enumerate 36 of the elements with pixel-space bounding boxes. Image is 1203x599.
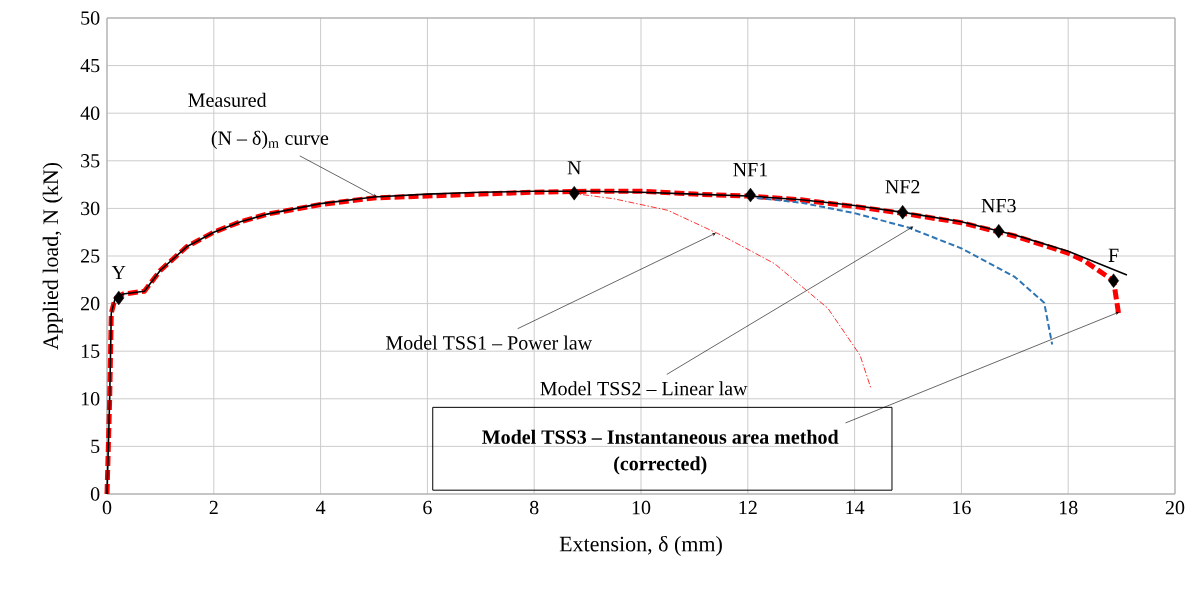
y-tick-label: 20 bbox=[81, 296, 100, 311]
annotation: NF3 bbox=[981, 198, 1016, 213]
x-axis-title: Extension, δ (mm) bbox=[559, 535, 722, 556]
annotation: (N – δ)$_{m}$ curve bbox=[211, 130, 329, 149]
y-tick-label: 40 bbox=[80, 106, 100, 120]
x-tick-label: 8 bbox=[529, 500, 539, 515]
annotation: N bbox=[567, 161, 582, 175]
annotation: F bbox=[1108, 248, 1119, 262]
annotation: (corrected) bbox=[614, 456, 707, 475]
x-tick-label: 14 bbox=[846, 500, 865, 515]
x-tick-label: 18 bbox=[1059, 500, 1078, 515]
x-tick-label: 0 bbox=[102, 500, 112, 515]
x-tick-label: 10 bbox=[632, 500, 651, 515]
y-tick-label: 45 bbox=[80, 58, 100, 73]
annotation: Measured bbox=[188, 92, 267, 107]
x-tick-label: 20 bbox=[1165, 500, 1185, 515]
y-tick-label: 35 bbox=[81, 154, 100, 168]
annotation: NF1 bbox=[733, 162, 768, 177]
y-tick-label: 0 bbox=[90, 487, 100, 501]
x-tick-label: 4 bbox=[316, 500, 326, 515]
y-tick-label: 25 bbox=[81, 249, 100, 263]
annotation: Model TSS3 – Instantaneous area method bbox=[482, 429, 839, 444]
y-tick-label: 50 bbox=[81, 11, 100, 25]
annotation: NF2 bbox=[885, 180, 920, 194]
y-tick-label: 15 bbox=[81, 344, 100, 358]
x-tick-label: 6 bbox=[423, 500, 432, 515]
annotation: Model TSS2 – Linear law bbox=[540, 381, 748, 396]
y-axis-title: Applied load, N (kN) bbox=[42, 162, 63, 350]
annotation: Model TSS1 – Power law bbox=[386, 335, 593, 350]
x-tick-label: 2 bbox=[209, 500, 218, 515]
annotation: Y bbox=[111, 265, 126, 280]
x-tick-label: 16 bbox=[953, 500, 971, 515]
y-tick-label: 5 bbox=[91, 439, 100, 454]
y-tick-label: 10 bbox=[81, 392, 100, 406]
y-tick-label: 30 bbox=[81, 201, 100, 216]
x-tick-label: 12 bbox=[739, 500, 757, 515]
